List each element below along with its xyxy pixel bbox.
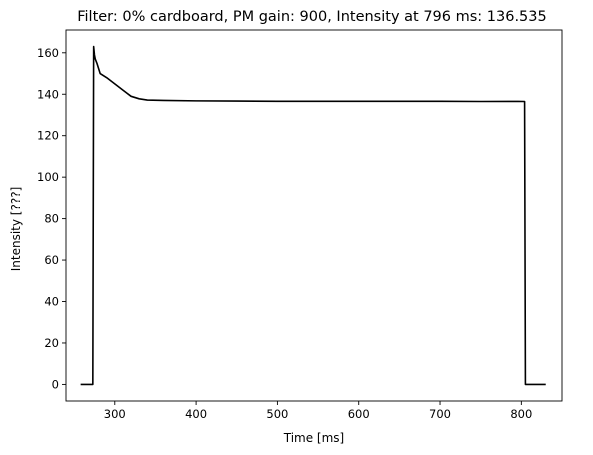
chart-title: Filter: 0% cardboard, PM gain: 900, Inte…	[77, 9, 547, 25]
x-tick-label: 800	[510, 407, 532, 421]
y-tick-label: 140	[37, 87, 59, 101]
y-axis: 0 20 40 60 80 100 120 140 160	[37, 46, 66, 391]
plot-frame	[65, 29, 563, 402]
plot-area	[65, 29, 563, 402]
x-tick-label: 300	[104, 407, 126, 421]
y-tick-label: 0	[52, 377, 59, 391]
y-tick-label: 160	[37, 46, 59, 60]
x-tick-label: 500	[266, 407, 288, 421]
y-axis-label: Intensity [???]	[9, 187, 23, 272]
y-tick-label: 80	[44, 212, 59, 226]
y-tick-label: 120	[37, 129, 59, 143]
x-axis-label: Time [ms]	[283, 431, 345, 445]
x-axis: 300 400 500 600 700 800	[104, 401, 532, 421]
y-tick-label: 100	[37, 170, 59, 184]
y-tick-label: 40	[44, 295, 59, 309]
x-tick-label: 400	[185, 407, 207, 421]
series-line-0	[80, 45, 546, 386]
x-tick-label: 600	[348, 407, 370, 421]
y-tick-label: 60	[44, 253, 59, 267]
y-tick-label: 20	[44, 336, 59, 350]
x-tick-label: 700	[429, 407, 451, 421]
